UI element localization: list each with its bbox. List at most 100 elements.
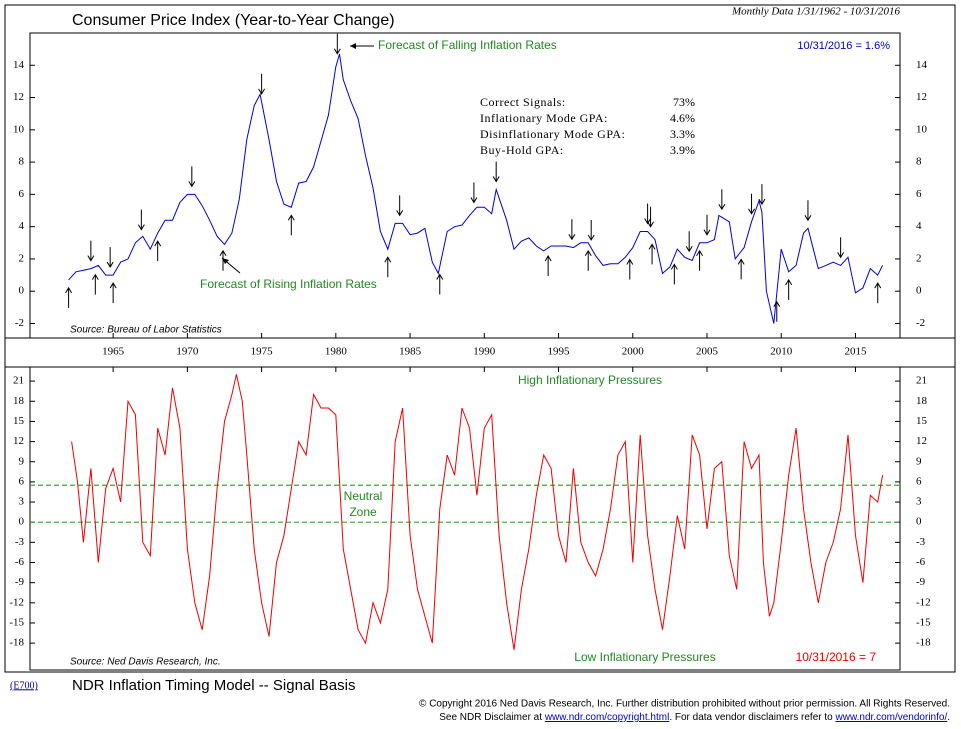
y-tick-label: 21: [13, 375, 24, 387]
chart-code[interactable]: (E700): [10, 680, 38, 691]
arrow-shape: [737, 258, 745, 280]
y-tick-label: 6: [19, 188, 25, 200]
sell-arrow: [587, 219, 595, 241]
annotation: Low Inflationary Pressures: [574, 650, 715, 664]
sell-arrow: [568, 219, 576, 241]
y-tick-label: 8: [19, 156, 25, 168]
stat-value: 3.3%: [670, 127, 695, 141]
buy-arrow: [219, 249, 227, 271]
sell-arrow: [758, 184, 766, 206]
data-line: [71, 374, 884, 650]
disclaimer-text: . For data vendor disclaimers refer to: [669, 712, 835, 723]
arrow-shape: [91, 273, 99, 295]
arrow-shape: [568, 219, 576, 241]
buy-arrow: [773, 300, 781, 322]
buy-arrow: [737, 258, 745, 280]
buy-arrow: [109, 282, 117, 304]
sell-arrow: [258, 73, 266, 95]
buy-arrow: [874, 282, 882, 304]
y-tick-label: -18: [9, 637, 24, 649]
subtitle: Monthly Data 1/31/1962 - 10/31/2016: [731, 6, 901, 18]
arrow-shape: [670, 263, 678, 285]
y-tick-label: -12: [916, 596, 931, 608]
y-tick-label: -2: [15, 317, 24, 329]
y-tick-label: 15: [13, 415, 25, 427]
sell-arrow: [837, 237, 845, 259]
arrow-shape: [219, 249, 227, 271]
y-tick-label: -9: [916, 576, 926, 588]
disclaimer-text: .: [947, 712, 950, 723]
y-tick-label: -12: [9, 596, 24, 608]
top-frame: [29, 32, 901, 339]
y-tick-label: 0: [916, 285, 922, 297]
source: Source: Bureau of Labor Statistics: [70, 325, 222, 336]
y-tick-label: -15: [9, 617, 24, 629]
y-tick-label: 12: [916, 435, 927, 447]
y-tick-label: 9: [916, 455, 922, 467]
sell-arrow: [748, 193, 755, 215]
y-tick-label: 0: [19, 516, 25, 528]
arrow-shape: [758, 184, 766, 206]
latest-label: 10/31/2016 = 1.6%: [797, 40, 890, 52]
y-tick-label: 0: [19, 285, 25, 297]
y-tick-label: 4: [916, 220, 922, 232]
arrow-shape: [544, 254, 552, 276]
arrow-shape: [65, 286, 73, 308]
stat-label: Disinflationary Mode GPA:: [480, 127, 625, 141]
buy-arrow: [670, 263, 678, 285]
arrow-shape: [644, 203, 652, 225]
arrow-shape: [584, 249, 592, 271]
y-tick-label: 18: [13, 395, 25, 407]
y-tick-label: -2: [916, 317, 925, 329]
stat-label: Inflationary Mode GPA:: [480, 111, 608, 125]
stat-label: Buy-Hold GPA:: [480, 143, 564, 157]
sell-arrow: [396, 195, 404, 217]
buy-arrow: [785, 278, 793, 300]
y-tick-label: 6: [19, 475, 25, 487]
arrow-shape: [87, 240, 95, 262]
annotation: Neutral: [344, 489, 383, 503]
sell-arrow: [644, 203, 652, 225]
annotation: Forecast of Falling Inflation Rates: [378, 38, 557, 52]
y-tick-label: 14: [916, 59, 928, 71]
link[interactable]: www.ndr.com/vendorinfo/: [835, 712, 948, 723]
arrow-shape: [748, 193, 755, 215]
link[interactable]: www.ndr.com/copyright.html: [544, 712, 670, 723]
buy-arrow: [626, 258, 634, 280]
buy-arrow: [384, 256, 392, 278]
y-tick-label: 15: [916, 415, 928, 427]
y-tick-label: -6: [15, 556, 25, 568]
arrow-shape: [685, 231, 693, 253]
arrow-shape: [837, 237, 845, 259]
arrow-shape: [696, 249, 704, 271]
y-tick-label: -9: [15, 576, 25, 588]
y-tick-label: -6: [916, 556, 926, 568]
arrow-shape: [647, 206, 655, 228]
footer-title: NDR Inflation Timing Model -- Signal Bas…: [72, 677, 355, 694]
buy-arrow: [544, 254, 552, 276]
y-tick-label: -15: [916, 617, 931, 629]
arrow-shape: [773, 300, 781, 322]
buy-arrow: [696, 249, 704, 271]
buy-arrow: [65, 286, 73, 308]
disclaimer: See NDR Disclaimer at www.ndr.com/copyri…: [439, 712, 950, 723]
x-tick-label: 1995: [548, 346, 571, 358]
x-tick-label: 1985: [399, 346, 422, 358]
sell-arrow: [804, 200, 812, 222]
annotation: Forecast of Rising Inflation Rates: [200, 277, 377, 291]
x-tick-label: 1970: [176, 346, 199, 358]
arrow-shape: [137, 209, 145, 231]
latest-label: 10/31/2016 = 7: [796, 650, 877, 664]
copyright: © Copyright 2016 Ned Davis Research, Inc…: [419, 699, 950, 710]
arrow-shape: [436, 273, 444, 295]
sell-arrow: [106, 247, 114, 269]
stat-label: Correct Signals:: [480, 95, 566, 109]
sell-arrow: [647, 206, 655, 228]
y-tick-label: 12: [916, 91, 927, 103]
source: Source: Ned Davis Research, Inc.: [70, 657, 221, 668]
arrow-shape: [804, 200, 812, 222]
arrow-shape: [492, 161, 500, 183]
buy-arrow: [91, 273, 99, 295]
arrow-shape: [106, 247, 114, 269]
buy-arrow: [436, 273, 444, 295]
